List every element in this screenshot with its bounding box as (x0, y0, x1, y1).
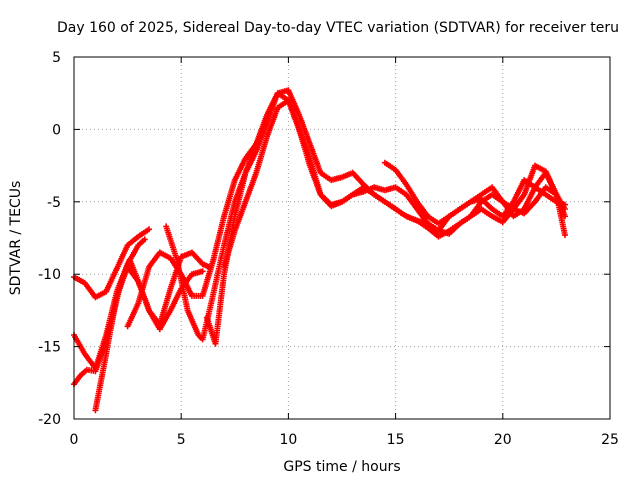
y-tick-label: -10 (38, 267, 61, 283)
x-tick-label: 20 (494, 432, 512, 448)
y-tick-label: 5 (52, 50, 61, 66)
axis-ticks: 0 5 10 15 20 25 -20 -15 -10 -5 0 5 (38, 50, 619, 448)
data-series (71, 256, 206, 388)
data-points (71, 87, 568, 414)
x-tick-label: 15 (387, 432, 405, 448)
data-series (92, 249, 213, 414)
y-axis-label: SDTVAR / TECUs (8, 181, 24, 296)
x-tick-label: 0 (70, 432, 79, 448)
data-point-markers (92, 249, 213, 414)
data-series (221, 97, 568, 270)
grid-lines (74, 57, 610, 419)
y-tick-label: -20 (38, 412, 61, 428)
chart-title: Day 160 of 2025, Sidereal Day-to-day VTE… (57, 20, 619, 36)
y-tick-label: -15 (38, 340, 61, 356)
data-series (124, 119, 270, 330)
y-tick-label: 0 (52, 122, 61, 138)
data-point-markers (124, 119, 270, 330)
y-tick-label: -5 (47, 195, 61, 211)
plot-frame (73, 56, 611, 420)
data-series (381, 159, 568, 227)
x-axis-label: GPS time / hours (283, 459, 400, 475)
x-tick-label: 25 (601, 432, 619, 448)
data-point-markers (381, 159, 568, 227)
data-point-markers (71, 256, 206, 388)
x-tick-label: 5 (177, 432, 186, 448)
x-tick-label: 10 (279, 432, 297, 448)
data-point-markers (221, 97, 568, 270)
